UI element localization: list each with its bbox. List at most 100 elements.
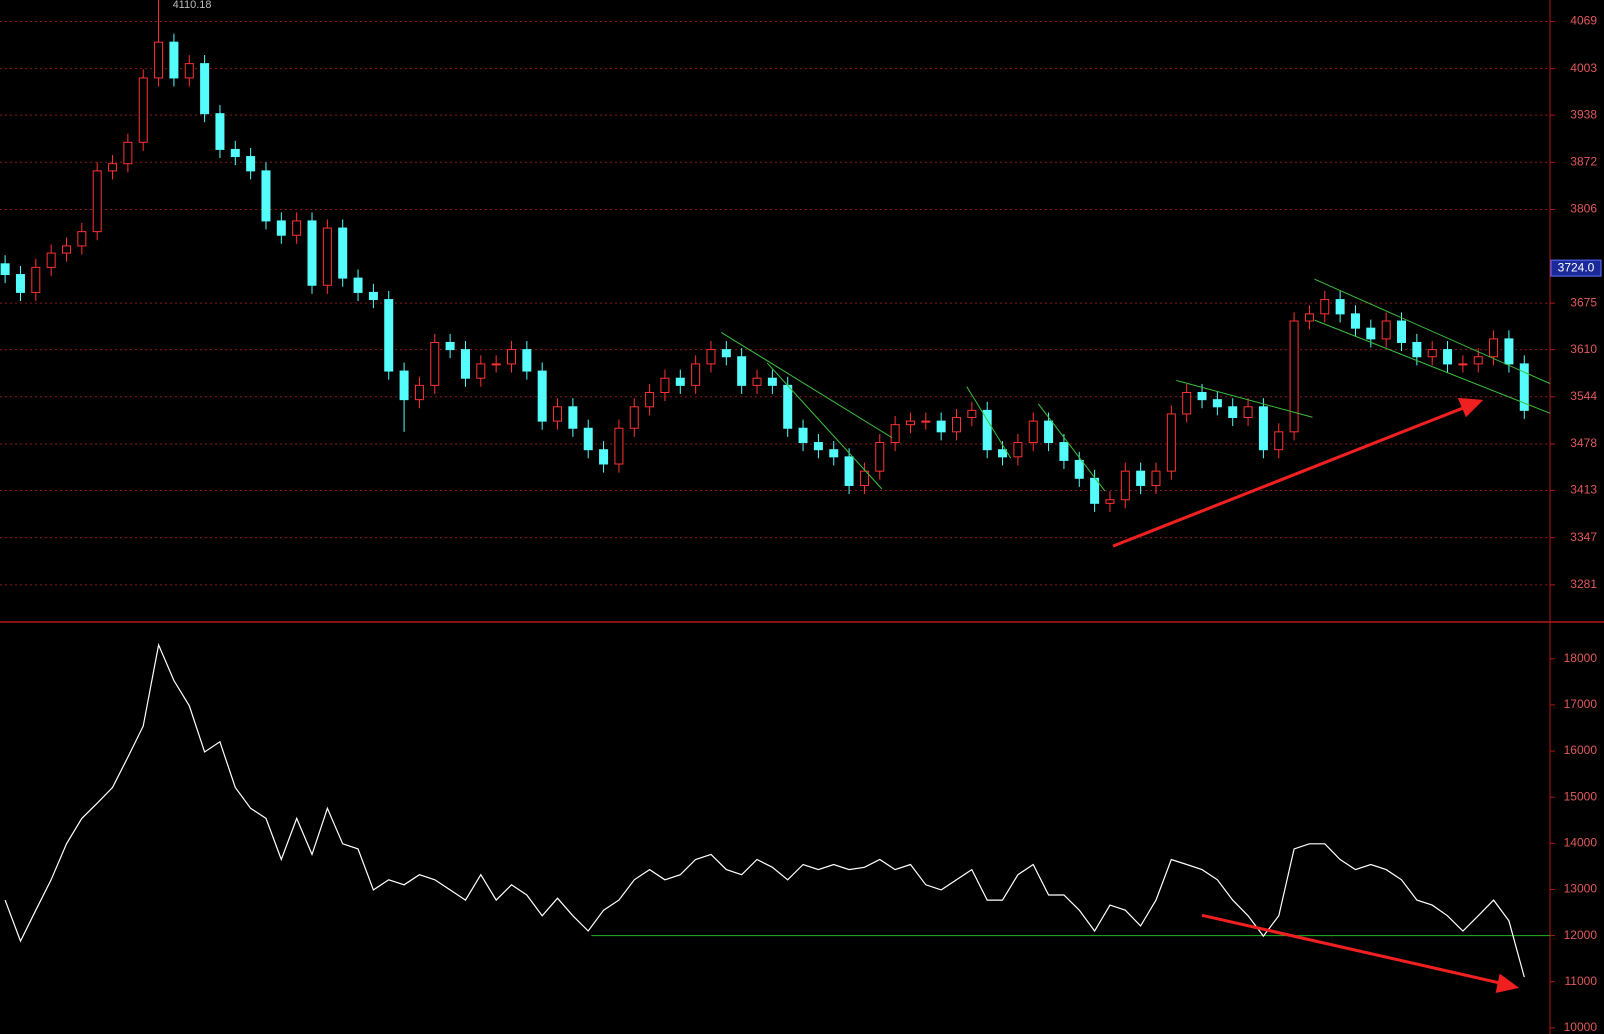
candle-body bbox=[61, 245, 71, 254]
candle-body bbox=[583, 427, 593, 451]
y-tick-label: 4069 bbox=[1570, 14, 1597, 28]
annotations bbox=[720, 278, 1551, 994]
candle-body bbox=[1166, 413, 1176, 472]
candle-body bbox=[1044, 420, 1054, 444]
candle-body bbox=[292, 220, 302, 236]
arrow-head bbox=[1495, 973, 1520, 994]
candle-body bbox=[1243, 406, 1253, 419]
candle-body bbox=[829, 449, 839, 458]
y-tick-label: 4003 bbox=[1570, 61, 1597, 75]
arrow-head bbox=[1457, 397, 1484, 418]
y-tick-label: 12000 bbox=[1564, 928, 1598, 942]
candle-body bbox=[952, 417, 962, 433]
candle-body bbox=[384, 299, 394, 372]
y-tick-label: 16000 bbox=[1564, 743, 1598, 757]
y-tick-label: 3872 bbox=[1570, 154, 1597, 168]
price-label: 3724.0 bbox=[1558, 260, 1595, 274]
price-marker bbox=[1550, 259, 1602, 277]
y-tick-label: 3675 bbox=[1570, 295, 1597, 309]
candle-body bbox=[368, 291, 378, 301]
candle-body bbox=[890, 424, 900, 444]
candle-body bbox=[537, 370, 547, 422]
candle-body bbox=[215, 113, 225, 150]
candle-body bbox=[276, 220, 286, 236]
candle-body bbox=[1381, 320, 1391, 340]
y-tick-label: 3544 bbox=[1570, 389, 1597, 403]
candle-body bbox=[1489, 338, 1499, 358]
candle-body bbox=[844, 456, 854, 486]
candle-body bbox=[1258, 406, 1268, 451]
candle-body bbox=[813, 442, 823, 451]
candle-body bbox=[15, 274, 25, 293]
candle-body bbox=[905, 420, 915, 426]
candle-body bbox=[1443, 349, 1453, 365]
candle-body bbox=[399, 370, 409, 401]
candle-body bbox=[1350, 313, 1360, 329]
candle-body bbox=[46, 252, 56, 268]
candle-body bbox=[31, 266, 41, 293]
y-tick-label: 3478 bbox=[1570, 436, 1597, 450]
y-tick-label: 3806 bbox=[1570, 202, 1597, 216]
y-tick-label: 3347 bbox=[1570, 530, 1597, 544]
candle-body bbox=[645, 392, 655, 408]
max-label: 4110.18 bbox=[173, 0, 212, 11]
candle-body bbox=[1458, 363, 1468, 366]
candle-body bbox=[614, 427, 624, 465]
candle-body bbox=[721, 349, 731, 358]
candle-body bbox=[338, 227, 348, 279]
trendlines bbox=[720, 278, 1551, 492]
candle-body bbox=[737, 356, 747, 386]
y-tick-label: 11000 bbox=[1565, 974, 1598, 988]
trendline bbox=[966, 386, 1012, 459]
candle-body bbox=[445, 341, 455, 351]
candle-body bbox=[1504, 338, 1514, 365]
candle-body bbox=[322, 227, 332, 286]
candle-body bbox=[982, 409, 992, 451]
y-tick-label: 14000 bbox=[1564, 835, 1598, 849]
y-tick-label: 18000 bbox=[1564, 651, 1598, 665]
y-tick-label: 3281 bbox=[1570, 577, 1597, 591]
candle-body bbox=[0, 263, 10, 276]
candle-body bbox=[307, 220, 317, 286]
candle-body bbox=[1197, 392, 1207, 401]
candle-body bbox=[599, 449, 609, 465]
candle-body bbox=[660, 377, 670, 394]
trendline bbox=[720, 331, 893, 439]
candle-body bbox=[1366, 327, 1376, 340]
candle-body bbox=[691, 363, 701, 386]
candle-body bbox=[1304, 313, 1314, 322]
candle-body bbox=[491, 363, 501, 366]
candle-body bbox=[184, 63, 194, 79]
arrow-shaft bbox=[1112, 404, 1469, 548]
indicator-line bbox=[4, 642, 1525, 978]
candle-body bbox=[767, 377, 777, 386]
candle-body bbox=[921, 420, 931, 423]
candle-body bbox=[1090, 477, 1100, 504]
candle-body bbox=[1397, 320, 1407, 343]
candle-body bbox=[414, 384, 424, 401]
candle-body bbox=[783, 384, 793, 429]
y-tick-label: 17000 bbox=[1564, 697, 1598, 711]
candle-body bbox=[1320, 299, 1330, 315]
arrow-shaft bbox=[1201, 913, 1505, 986]
candle-body bbox=[169, 41, 179, 79]
candle-body bbox=[1335, 299, 1345, 315]
candle-body bbox=[1059, 442, 1069, 461]
candle-body bbox=[998, 449, 1008, 458]
candle-body bbox=[859, 470, 869, 486]
candle-body bbox=[798, 427, 808, 444]
candle-body bbox=[1473, 356, 1483, 365]
candle-body bbox=[1151, 470, 1161, 486]
trendline bbox=[1176, 379, 1313, 418]
candle-body bbox=[1182, 392, 1192, 415]
candle-body bbox=[875, 442, 885, 472]
candle-body bbox=[568, 406, 578, 429]
candle-body bbox=[1289, 320, 1299, 433]
candle-body bbox=[123, 141, 133, 165]
candle-body bbox=[353, 277, 363, 293]
candle-body bbox=[261, 170, 271, 222]
candle-body bbox=[706, 349, 716, 365]
candle-body bbox=[430, 341, 440, 386]
candle-body bbox=[108, 163, 118, 172]
candle-body bbox=[77, 231, 87, 247]
